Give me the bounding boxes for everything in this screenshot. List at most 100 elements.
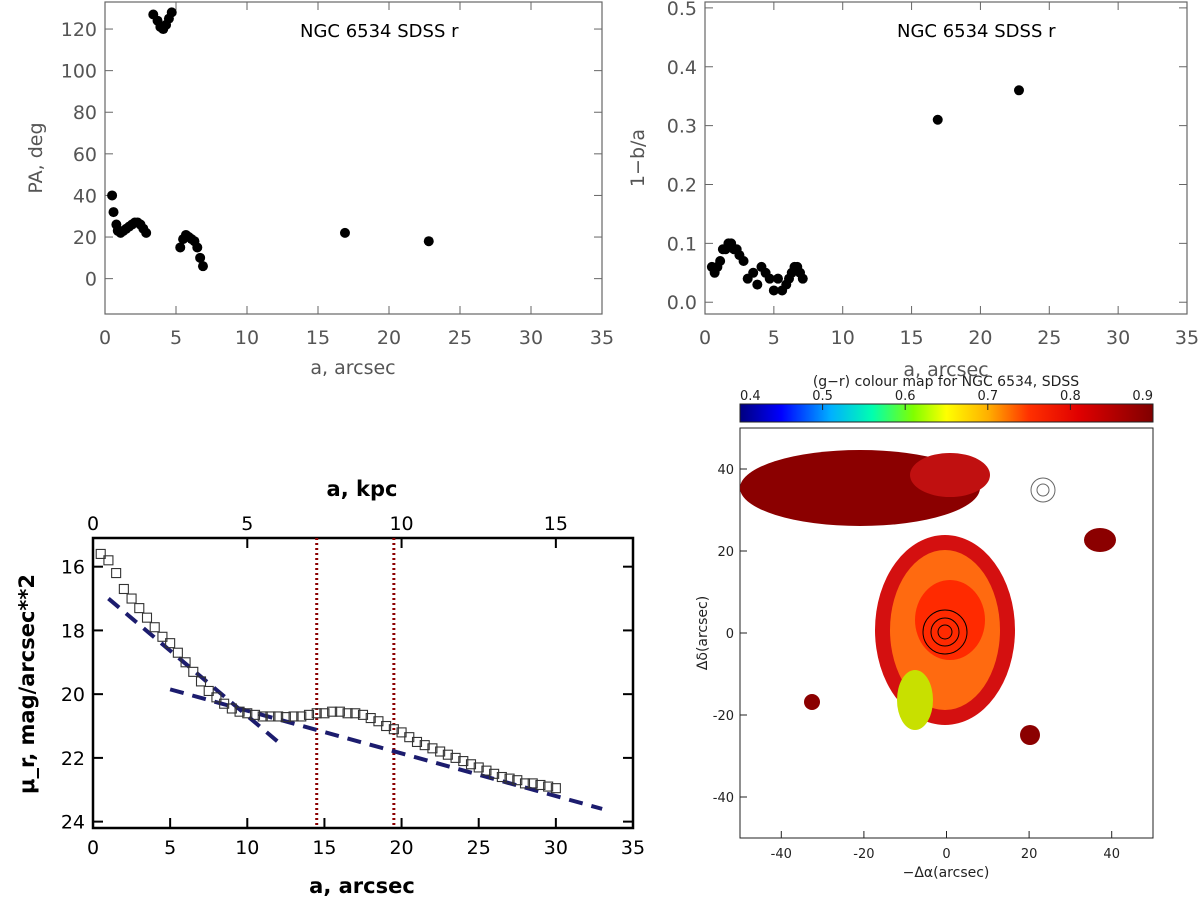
colorbar-tick-label: 0.5: [812, 389, 833, 404]
profile-y-axis-label: μ_r, mag/arcsec**2: [15, 574, 39, 794]
pa-annotation: NGC 6534 SDSS r: [300, 21, 459, 42]
x-tick-label: 0: [99, 327, 111, 349]
data-point: [249, 709, 261, 720]
data-point: [550, 783, 561, 794]
x-tick-label: 20: [377, 327, 401, 349]
x-tick-label: 35: [1175, 327, 1199, 349]
data-point: [234, 706, 245, 717]
ellipticity-chart: 0 5 10 15 20 25 30 35 0.0 0.1 0.2 0.3 0.4 0.5 NGC 65…: [627, 0, 1199, 381]
colorbar-tick-label: 0.9: [1132, 389, 1153, 404]
ellipticity-y-axis-label: 1−b/a: [627, 129, 649, 187]
colorbar-tick-label: 0.6: [895, 389, 916, 404]
colour-map-x-axis-label: −Δα(arcsec): [903, 865, 990, 881]
colorbar-tick-label: 0.4: [740, 389, 761, 404]
top-x-tick-label: 10: [389, 513, 413, 535]
y-tick-label: 40: [73, 185, 97, 207]
map-region-core: [915, 580, 985, 660]
data-point: [342, 708, 353, 719]
data-point: [339, 227, 350, 238]
data-point: [280, 712, 291, 723]
colorbar-ticks: 0.4 0.5 0.6 0.7 0.8 0.9: [739, 389, 1154, 410]
x-tick-label: 0: [87, 837, 99, 859]
data-point: [108, 207, 119, 218]
data-point: [527, 778, 538, 789]
data-point: [504, 773, 515, 784]
top-x-tick-label: 15: [544, 513, 568, 535]
ellipticity-x-axis-label: a, arcsec: [903, 359, 988, 381]
profile-chart: 0 5 10 15 20 25 30 35 0 5 10 15 16 18 20 22 24 a, arcs…: [15, 477, 645, 898]
data-point: [489, 768, 500, 779]
data-point: [481, 765, 492, 776]
data-point: [715, 256, 726, 267]
colour-map-y-axis-label: Δδ(arcsec): [695, 596, 711, 670]
y-tick-label: 16: [61, 557, 85, 579]
data-point: [473, 762, 484, 773]
data-point: [748, 267, 759, 278]
data-point: [1013, 85, 1024, 96]
y-tick-label: 0.4: [667, 57, 697, 79]
x-tick-label: 0: [942, 847, 950, 862]
data-point: [303, 709, 315, 720]
pa-x-ticks: 0 5 10 15 20 25 30 35: [99, 2, 614, 349]
data-point: [450, 752, 461, 763]
profile-x-axis-label: a, arcsec: [309, 874, 415, 898]
map-region-southwest: [804, 694, 820, 710]
data-point: [157, 631, 168, 642]
profile-top-x-axis-label: a, kpc: [327, 477, 398, 501]
x-tick-label: -20: [853, 847, 874, 862]
x-tick-label: 25: [467, 837, 491, 859]
data-point: [203, 685, 214, 697]
pa-chart: 0 5 10 15 20 25 30 35 0 20 40 60 80 100 120 NGC 6534 …: [25, 1, 614, 379]
data-point: [111, 568, 122, 579]
data-point: [512, 775, 523, 786]
data-point: [797, 273, 808, 284]
data-point: [134, 603, 145, 614]
isophote: [930, 617, 960, 647]
y-tick-label: 24: [61, 812, 85, 834]
data-point: [265, 711, 276, 722]
star-isophote: [1036, 483, 1050, 497]
x-tick-label: 5: [768, 327, 780, 349]
y-tick-label: 80: [73, 102, 97, 124]
y-tick-label: 18: [61, 620, 85, 642]
data-point: [535, 779, 546, 791]
x-tick-label: 25: [1037, 327, 1061, 349]
data-point: [427, 743, 438, 754]
x-tick-label: 10: [831, 327, 855, 349]
y-tick-label: 0.5: [667, 0, 697, 20]
x-tick-label: 35: [590, 327, 614, 349]
x-tick-label: 20: [389, 837, 413, 859]
y-tick-label: 0: [85, 269, 97, 291]
x-tick-label: 35: [621, 837, 645, 859]
isophote: [922, 609, 968, 655]
profile-x-ticks: 0 5 10 15 20 25 30 35: [87, 818, 645, 859]
x-tick-label: 40: [1103, 847, 1120, 862]
x-tick-label: 15: [312, 837, 336, 859]
data-point: [180, 657, 191, 668]
x-tick-label: 20: [968, 327, 992, 349]
x-tick-label: 30: [544, 837, 568, 859]
data-point: [195, 676, 207, 687]
y-tick-label: 0.2: [667, 174, 697, 196]
data-point: [327, 706, 338, 717]
data-point: [458, 756, 469, 767]
x-tick-label: 20: [1021, 847, 1038, 862]
ellipticity-x-ticks: 0 5 10 15 20 25 30 35: [699, 2, 1199, 349]
x-tick-label: 10: [235, 327, 259, 349]
y-tick-label: -40: [713, 791, 734, 806]
data-point: [311, 708, 322, 719]
y-tick-label: 60: [73, 144, 97, 166]
ellipticity-annotation: NGC 6534 SDSS r: [897, 21, 1056, 42]
pa-y-axis-label: PA, deg: [25, 122, 47, 193]
profile-y-ticks: 16 18 20 22 24: [61, 557, 633, 834]
data-point: [435, 746, 446, 757]
data-point: [257, 711, 268, 722]
map-region-southeast: [1020, 725, 1040, 745]
data-point: [932, 114, 943, 125]
data-point: [175, 242, 186, 253]
x-tick-label: -40: [771, 847, 792, 862]
data-point: [357, 709, 369, 720]
map-region-east: [1084, 528, 1116, 552]
data-point: [411, 736, 423, 748]
